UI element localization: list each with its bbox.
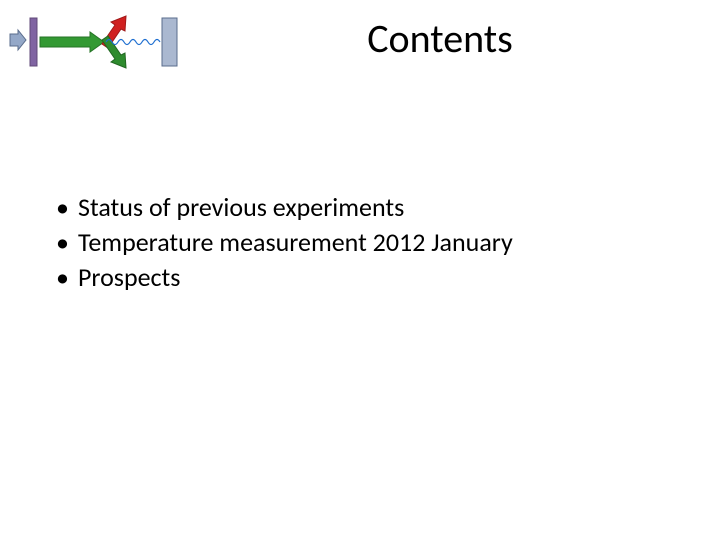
- page-title: Contents: [200, 14, 680, 63]
- list-item: Temperature measurement 2012 January: [50, 225, 670, 260]
- detector-block: [162, 18, 177, 66]
- beam-arrow-icon: [40, 32, 104, 52]
- physics-diagram: [8, 12, 183, 72]
- wave-icon: [106, 40, 160, 45]
- target-bar: [30, 18, 37, 66]
- bullet-list: Status of previous experiments Temperatu…: [50, 190, 670, 295]
- list-item: Status of previous experiments: [50, 190, 670, 225]
- input-arrow-icon: [10, 30, 26, 50]
- list-item: Prospects: [50, 260, 670, 295]
